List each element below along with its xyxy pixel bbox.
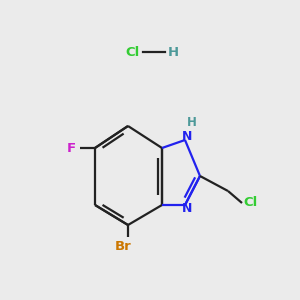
- Text: N: N: [182, 130, 192, 143]
- Text: N: N: [182, 202, 192, 214]
- Text: Br: Br: [115, 241, 131, 254]
- Text: H: H: [187, 116, 197, 128]
- Text: F: F: [66, 142, 76, 154]
- Text: Cl: Cl: [126, 46, 140, 59]
- Text: H: H: [167, 46, 178, 59]
- Text: Cl: Cl: [243, 196, 257, 209]
